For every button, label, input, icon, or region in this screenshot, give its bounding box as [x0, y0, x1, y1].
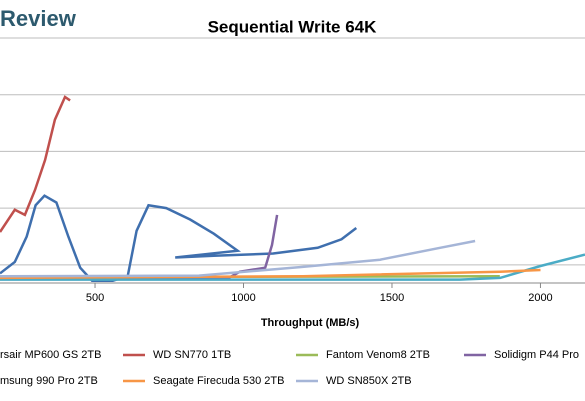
legend-label: msung 990 Pro 2TB [0, 375, 98, 387]
series-line [0, 194, 358, 282]
legend-label: WD SN850X 2TB [326, 375, 412, 387]
series-line [0, 239, 476, 278]
x-tick-label: 500 [86, 292, 104, 304]
chart-title: Sequential Write 64K [208, 17, 378, 36]
legend-label: rsair MP600 GS 2TB [0, 349, 101, 361]
x-tick-label: 1000 [231, 292, 255, 304]
x-tick-label: 1500 [380, 292, 404, 304]
series-line [0, 268, 541, 280]
series-line [0, 95, 71, 233]
legend-label: WD SN770 1TB [153, 349, 231, 361]
x-tick-label: 2000 [528, 292, 552, 304]
legend-label: Fantom Venom8 2TB [326, 349, 430, 361]
logo: Review [0, 6, 77, 31]
legend-label: Solidigm P44 Pro [494, 349, 579, 361]
series-line [0, 253, 585, 281]
x-axis-label: Throughput (MB/s) [261, 317, 360, 329]
legend-label: Seagate Firecuda 530 2TB [153, 375, 284, 387]
